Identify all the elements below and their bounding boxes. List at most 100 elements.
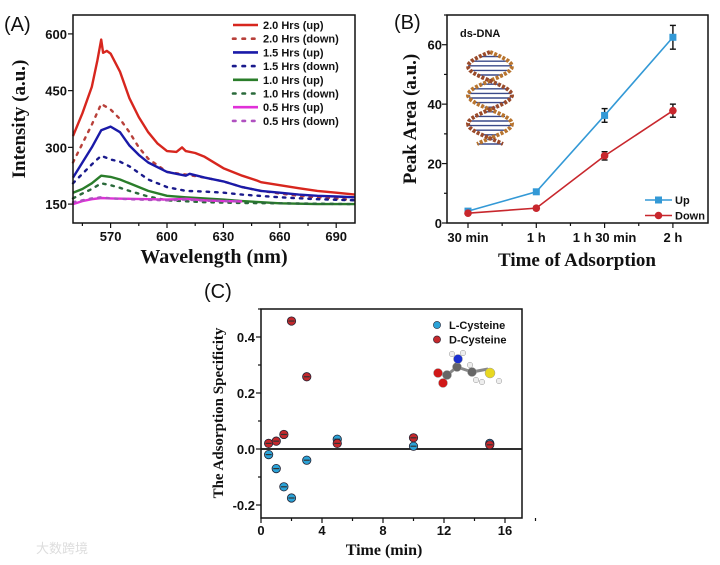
y-tick-label-a: 300 — [45, 140, 67, 155]
data-point-l-cysteine — [408, 441, 419, 451]
atom — [448, 350, 456, 358]
dna-backbone — [465, 50, 515, 146]
series-line-1-0-hrs-down- — [71, 182, 357, 206]
atom — [484, 367, 496, 379]
data-point-l-cysteine — [302, 455, 312, 465]
atom — [442, 370, 452, 380]
x-tick-label-c: 8 — [379, 523, 386, 538]
series-line-1-5-hrs-down- — [71, 154, 357, 202]
data-point-down — [669, 106, 677, 115]
y-tick-label-c: 0.4 — [237, 330, 256, 345]
data-point-d-cysteine — [485, 440, 495, 450]
dna-helix-image — [465, 50, 515, 146]
y-axis-title-a: Intensity (a.u.) — [9, 60, 30, 179]
series-line-1-5-hrs-up- — [71, 125, 356, 199]
x-tick-label-b: 1 h 30 min — [573, 230, 637, 245]
legend-label-c: L-Cysteine — [449, 320, 505, 332]
legend-label-c: D-Cysteine — [449, 335, 506, 347]
series-line-2-0-hrs-up- — [71, 38, 356, 196]
watermark: 大数跨境 — [36, 542, 88, 557]
x-axis-title-a: Wavelength (nm) — [140, 246, 287, 268]
plot-frame-b — [446, 14, 709, 224]
legend-label-b: Down — [675, 211, 705, 223]
legend-label-a: 2.0 Hrs (down) — [263, 34, 339, 46]
x-tick-label-c: 16 — [498, 523, 512, 538]
data-point-up — [532, 188, 540, 196]
panel-label-a: (A) — [4, 14, 31, 36]
legend-marker-c — [433, 321, 441, 329]
dna-backbone — [465, 50, 515, 146]
atom — [467, 367, 477, 377]
atom — [452, 362, 462, 372]
y-tick-label-b: 20 — [428, 157, 442, 172]
x-tick-label-b: 30 min — [447, 230, 488, 245]
legend-label-a: 1.5 Hrs (down) — [263, 61, 339, 73]
y-tick-label-c: -0.2 — [233, 498, 255, 513]
data-point-down — [532, 204, 541, 212]
legend-marker-c — [433, 335, 441, 344]
atom — [433, 368, 443, 378]
y-tick-label-b: 60 — [428, 38, 442, 53]
plot-frame-a — [72, 14, 356, 224]
atom — [466, 361, 474, 369]
x-axis-title-c: Time (min) — [346, 542, 423, 559]
legend-label-a: 1.0 Hrs (down) — [263, 89, 339, 101]
atom — [453, 354, 463, 364]
data-point-d-cysteine — [264, 438, 274, 448]
series-line-up — [467, 36, 674, 212]
atom — [472, 376, 480, 384]
x-tick-label-b: 2 h — [664, 230, 683, 245]
annotation-ds-dna: ds-DNA — [460, 28, 500, 40]
cysteine-molecule-image — [433, 349, 503, 388]
data-point-d-cysteine — [332, 438, 342, 448]
atom — [459, 349, 467, 357]
x-tick-label-b: 1 h — [527, 230, 546, 245]
legend-label-a: 1.5 Hrs (up) — [263, 47, 324, 59]
data-point-up — [669, 33, 677, 41]
data-point-d-cysteine — [408, 433, 419, 443]
legend-label-a: 1.0 Hrs (up) — [263, 75, 324, 87]
legend-label-a: 0.5 Hrs (up) — [263, 102, 324, 114]
data-point-l-cysteine — [279, 482, 289, 492]
y-tick-label-a: 150 — [45, 197, 67, 212]
data-point-d-cysteine — [286, 316, 297, 326]
atom — [495, 377, 503, 385]
x-tick-label-c: 0 — [257, 523, 264, 538]
series-line-1-0-hrs-up- — [72, 174, 355, 206]
panel-label-b: (B) — [394, 12, 421, 34]
legend-label-b: Up — [675, 195, 690, 207]
x-tick-label-c: 4 — [318, 523, 326, 538]
y-tick-label-c: 0.0 — [237, 442, 255, 457]
atom — [478, 378, 486, 386]
legend-marker-b — [655, 196, 662, 204]
data-point-down — [600, 152, 609, 160]
y-tick-label-a: 600 — [45, 27, 67, 42]
data-point-l-cysteine — [264, 449, 274, 460]
y-tick-label-b: 40 — [428, 97, 442, 112]
legend-label-a: 0.5 Hrs (down) — [263, 116, 339, 128]
legend-label-a: 2.0 Hrs (up) — [263, 20, 324, 32]
data-point-d-cysteine — [271, 436, 281, 446]
series-line-down — [467, 110, 674, 214]
data-point-down — [464, 209, 472, 217]
x-axis-title-b: Time of Adsorption — [498, 250, 656, 271]
y-tick-label-a: 450 — [45, 84, 67, 99]
plot-frame-c — [260, 308, 523, 519]
data-point-d-cysteine — [302, 372, 312, 382]
data-point-up — [601, 111, 609, 119]
data-point-l-cysteine — [286, 493, 297, 503]
y-tick-label-b: 0 — [435, 216, 442, 231]
data-point-l-cysteine — [271, 463, 281, 474]
y-axis-title-c: The Adsorption Specificity — [211, 327, 227, 498]
x-tick-label-a: 600 — [156, 229, 178, 244]
x-tick-label-a: 630 — [213, 229, 235, 244]
atom — [438, 378, 448, 388]
x-tick-label-c: 12 — [437, 523, 451, 538]
x-tick-label-a: 570 — [100, 229, 122, 244]
y-axis-title-b: Peak Area (a.u.) — [400, 54, 421, 185]
panel-label-c: (C) — [204, 281, 232, 303]
x-tick-label-a: 660 — [269, 229, 291, 244]
series-line-0-5-hrs-down- — [71, 196, 244, 204]
legend-marker-b — [654, 211, 663, 220]
